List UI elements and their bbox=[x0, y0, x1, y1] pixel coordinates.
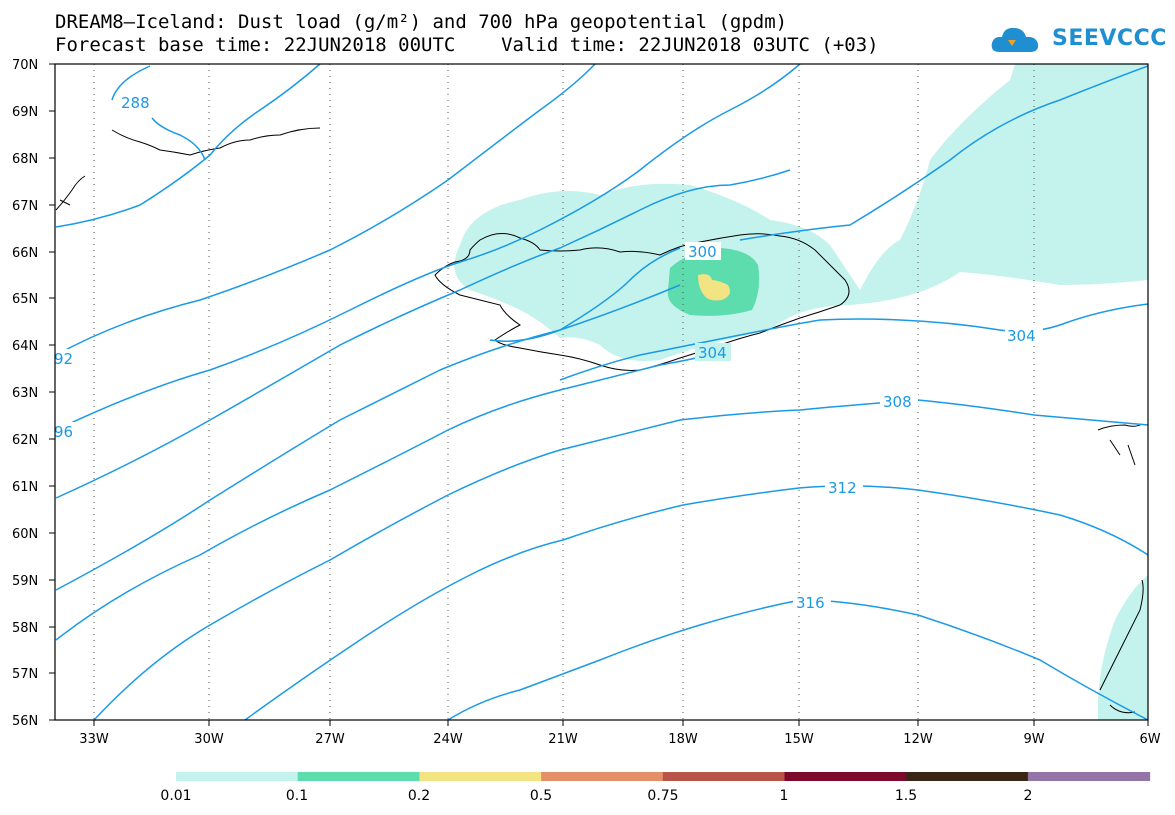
legend-label: 2 bbox=[1023, 788, 1033, 804]
lon-label: 15W bbox=[784, 732, 814, 747]
lat-label: 65N bbox=[12, 292, 38, 307]
seevccc-logo-cloud-icon bbox=[991, 27, 1039, 52]
lat-label: 70N bbox=[12, 58, 38, 73]
lon-label: 27W bbox=[315, 732, 345, 747]
legend-label: 1 bbox=[779, 788, 789, 804]
legend-swatch bbox=[1027, 772, 1151, 781]
tick-marks bbox=[49, 63, 1149, 726]
coastlines bbox=[55, 127, 1144, 714]
lon-label: 24W bbox=[433, 732, 463, 747]
contour-label-308: 308 bbox=[883, 393, 912, 411]
legend-label: 0.75 bbox=[647, 788, 679, 804]
lat-label: 58N bbox=[12, 621, 38, 636]
lat-label: 60N bbox=[12, 527, 38, 542]
latitude-labels: 70N 69N 68N 67N 66N 65N 64N 63N 62N 61N … bbox=[12, 58, 38, 729]
lon-label: 6W bbox=[1139, 732, 1160, 747]
legend-swatch bbox=[176, 772, 299, 781]
lat-label: 56N bbox=[12, 714, 38, 729]
longitude-labels: 33W 30W 27W 24W 21W 18W 15W 12W 9W 6W bbox=[79, 732, 1160, 747]
lon-label: 30W bbox=[194, 732, 224, 747]
legend-swatch bbox=[906, 772, 1029, 781]
lat-label: 57N bbox=[12, 667, 38, 682]
legend-swatch bbox=[297, 772, 420, 781]
chart-subtitle: Forecast base time: 22JUN2018 00UTC Vali… bbox=[55, 34, 879, 56]
lat-label: 69N bbox=[12, 105, 38, 120]
contour-label-300: 300 bbox=[688, 243, 717, 261]
legend-label: 0.01 bbox=[160, 788, 192, 804]
dust-area-02 bbox=[698, 274, 730, 301]
legend-label: 0.5 bbox=[529, 788, 553, 804]
legend-swatch bbox=[784, 772, 907, 781]
contour-label-316: 316 bbox=[796, 594, 825, 612]
legend-label: 0.2 bbox=[407, 788, 431, 804]
lat-label: 68N bbox=[12, 152, 38, 167]
contour-label-312: 312 bbox=[828, 479, 857, 497]
legend-label: 1.5 bbox=[894, 788, 918, 804]
lon-label: 12W bbox=[903, 732, 933, 747]
lon-label: 21W bbox=[548, 732, 578, 747]
contour-label-288: 288 bbox=[121, 94, 150, 112]
lat-label: 59N bbox=[12, 574, 38, 589]
dust-area-001 bbox=[454, 64, 1148, 361]
lat-label: 62N bbox=[12, 433, 38, 448]
legend-label: 0.1 bbox=[285, 788, 309, 804]
contour-labels: 288 92 96 300 304 304 308 312 316 bbox=[52, 93, 1043, 612]
dust-area-001-se bbox=[1098, 575, 1148, 720]
lat-label: 61N bbox=[12, 480, 38, 495]
color-legend-bar bbox=[176, 772, 1151, 781]
contour-label-304-a: 304 bbox=[698, 344, 727, 362]
contour-label-304-b: 304 bbox=[1007, 327, 1036, 345]
lon-label: 18W bbox=[668, 732, 698, 747]
geopotential-contours bbox=[55, 63, 1149, 721]
legend-swatch bbox=[662, 772, 785, 781]
lon-label: 33W bbox=[79, 732, 109, 747]
lat-label: 66N bbox=[12, 246, 38, 261]
legend-swatch bbox=[541, 772, 664, 781]
lat-label: 64N bbox=[12, 339, 38, 354]
legend-swatch bbox=[419, 772, 542, 781]
contour-label-292: 92 bbox=[54, 350, 73, 368]
logo-text: SEEVCCC bbox=[1052, 26, 1167, 51]
lat-label: 63N bbox=[12, 386, 38, 401]
contour-label-296: 96 bbox=[54, 423, 73, 441]
lat-label: 67N bbox=[12, 199, 38, 214]
chart-title: DREAM8–Iceland: Dust load (g/m²) and 700… bbox=[55, 11, 788, 33]
lon-label: 9W bbox=[1023, 732, 1044, 747]
